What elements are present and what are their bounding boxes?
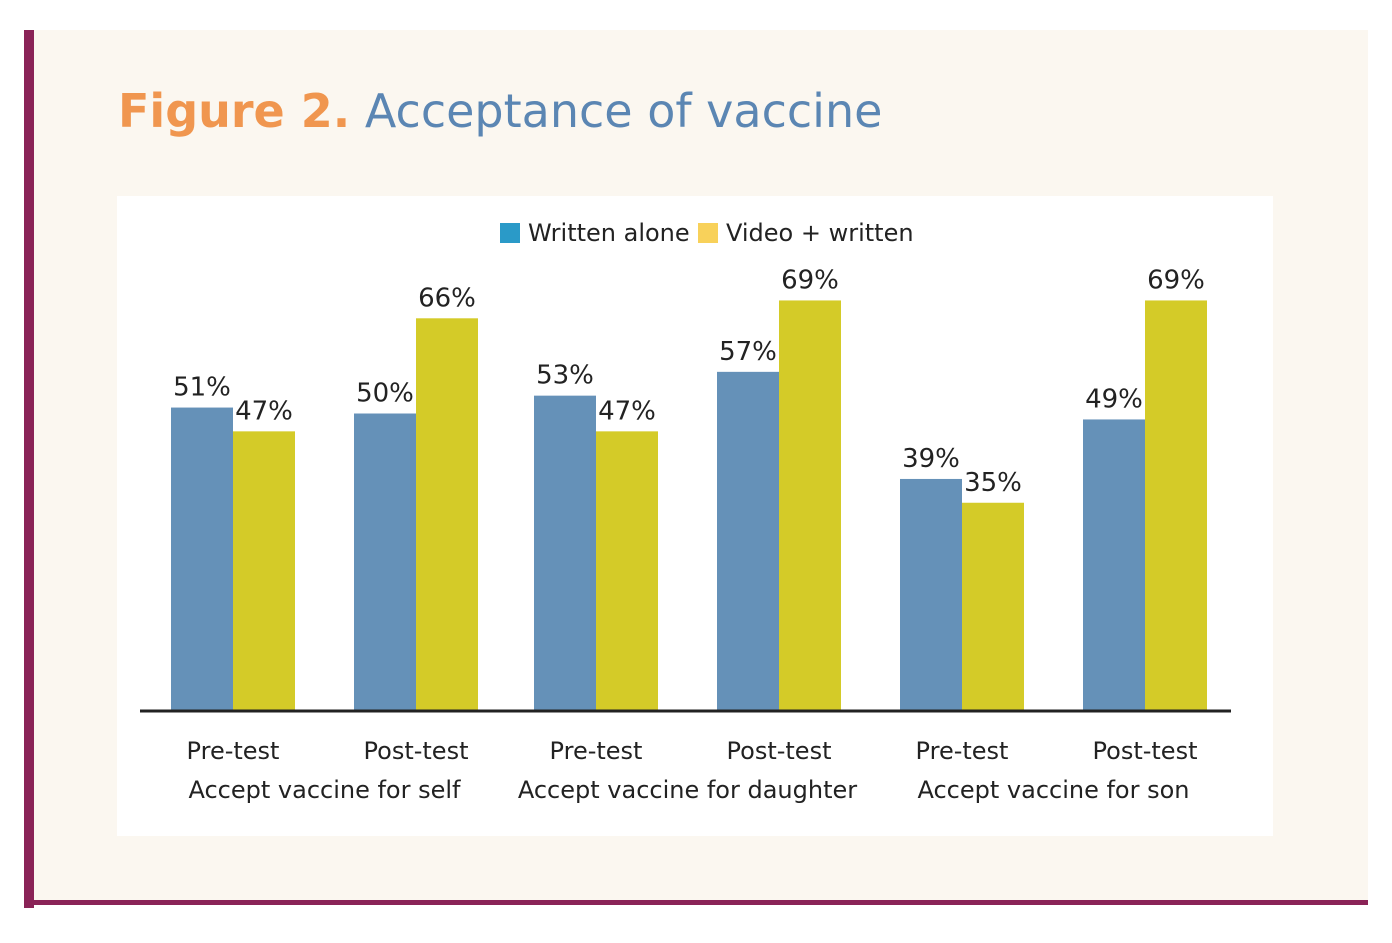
group-label: Accept vaccine for daughter <box>518 776 857 804</box>
bar-video-written-0 <box>233 431 295 711</box>
x-tick-label: Pre-test <box>550 737 643 765</box>
group-label: Accept vaccine for self <box>188 776 461 804</box>
value-label: 69% <box>781 265 839 295</box>
bar-written-alone-4 <box>900 478 962 711</box>
value-label: 39% <box>902 444 960 474</box>
value-label: 49% <box>1085 384 1143 414</box>
bar-written-alone-5 <box>1083 419 1145 711</box>
value-label: 35% <box>964 468 1022 498</box>
value-label: 66% <box>418 283 476 313</box>
value-label: 51% <box>173 373 231 403</box>
bottom-accent-bar <box>24 900 1368 905</box>
bars <box>171 300 1207 711</box>
legend-label-video-written: Video + written <box>726 219 914 247</box>
legend: Written alone Video + written <box>500 219 914 247</box>
value-label: 57% <box>719 337 777 367</box>
figure-caption: Acceptance of vaccine <box>364 84 883 138</box>
left-accent-bar <box>24 30 34 908</box>
x-tick-label: Post-test <box>727 737 832 765</box>
bar-video-written-2 <box>596 431 658 711</box>
bar-chart: Written alone Video + written 51%47%50%6… <box>140 219 1231 804</box>
bar-written-alone-2 <box>534 395 596 711</box>
value-label: 47% <box>598 396 656 426</box>
bar-video-written-1 <box>416 318 478 711</box>
x-tick-label: Post-test <box>364 737 469 765</box>
value-label: 47% <box>235 396 293 426</box>
bar-video-written-5 <box>1145 300 1207 711</box>
bar-video-written-3 <box>779 300 841 711</box>
bar-written-alone-1 <box>354 413 416 711</box>
group-label: Accept vaccine for son <box>917 776 1189 804</box>
value-label: 69% <box>1147 265 1205 295</box>
value-label: 50% <box>356 379 414 409</box>
x-tick-label: Pre-test <box>916 737 1009 765</box>
figure-number: Figure 2. <box>118 84 351 138</box>
x-tick-label: Post-test <box>1093 737 1198 765</box>
value-labels: 51%47%50%66%53%47%57%69%39%35%49%69% <box>173 265 1205 497</box>
x-tick-label: Pre-test <box>187 737 280 765</box>
legend-swatch-written-alone <box>500 223 520 243</box>
figure-title: Figure 2. Acceptance of vaccine <box>118 84 882 138</box>
chart-area: Written alone Video + written 51% 47% 50% 6… <box>117 196 1273 836</box>
group-labels: Accept vaccine for self Accept vaccine fo… <box>188 776 1189 804</box>
legend-label-written-alone: Written alone <box>528 219 690 247</box>
bar-video-written-4 <box>962 502 1024 711</box>
legend-swatch-video-written <box>698 223 718 243</box>
value-label: 53% <box>536 361 594 391</box>
bar-written-alone-0 <box>171 407 233 711</box>
x-tick-labels: Pre-test Post-test Pre-test Post-test Pre-te… <box>187 737 1198 765</box>
bar-written-alone-3 <box>717 371 779 711</box>
